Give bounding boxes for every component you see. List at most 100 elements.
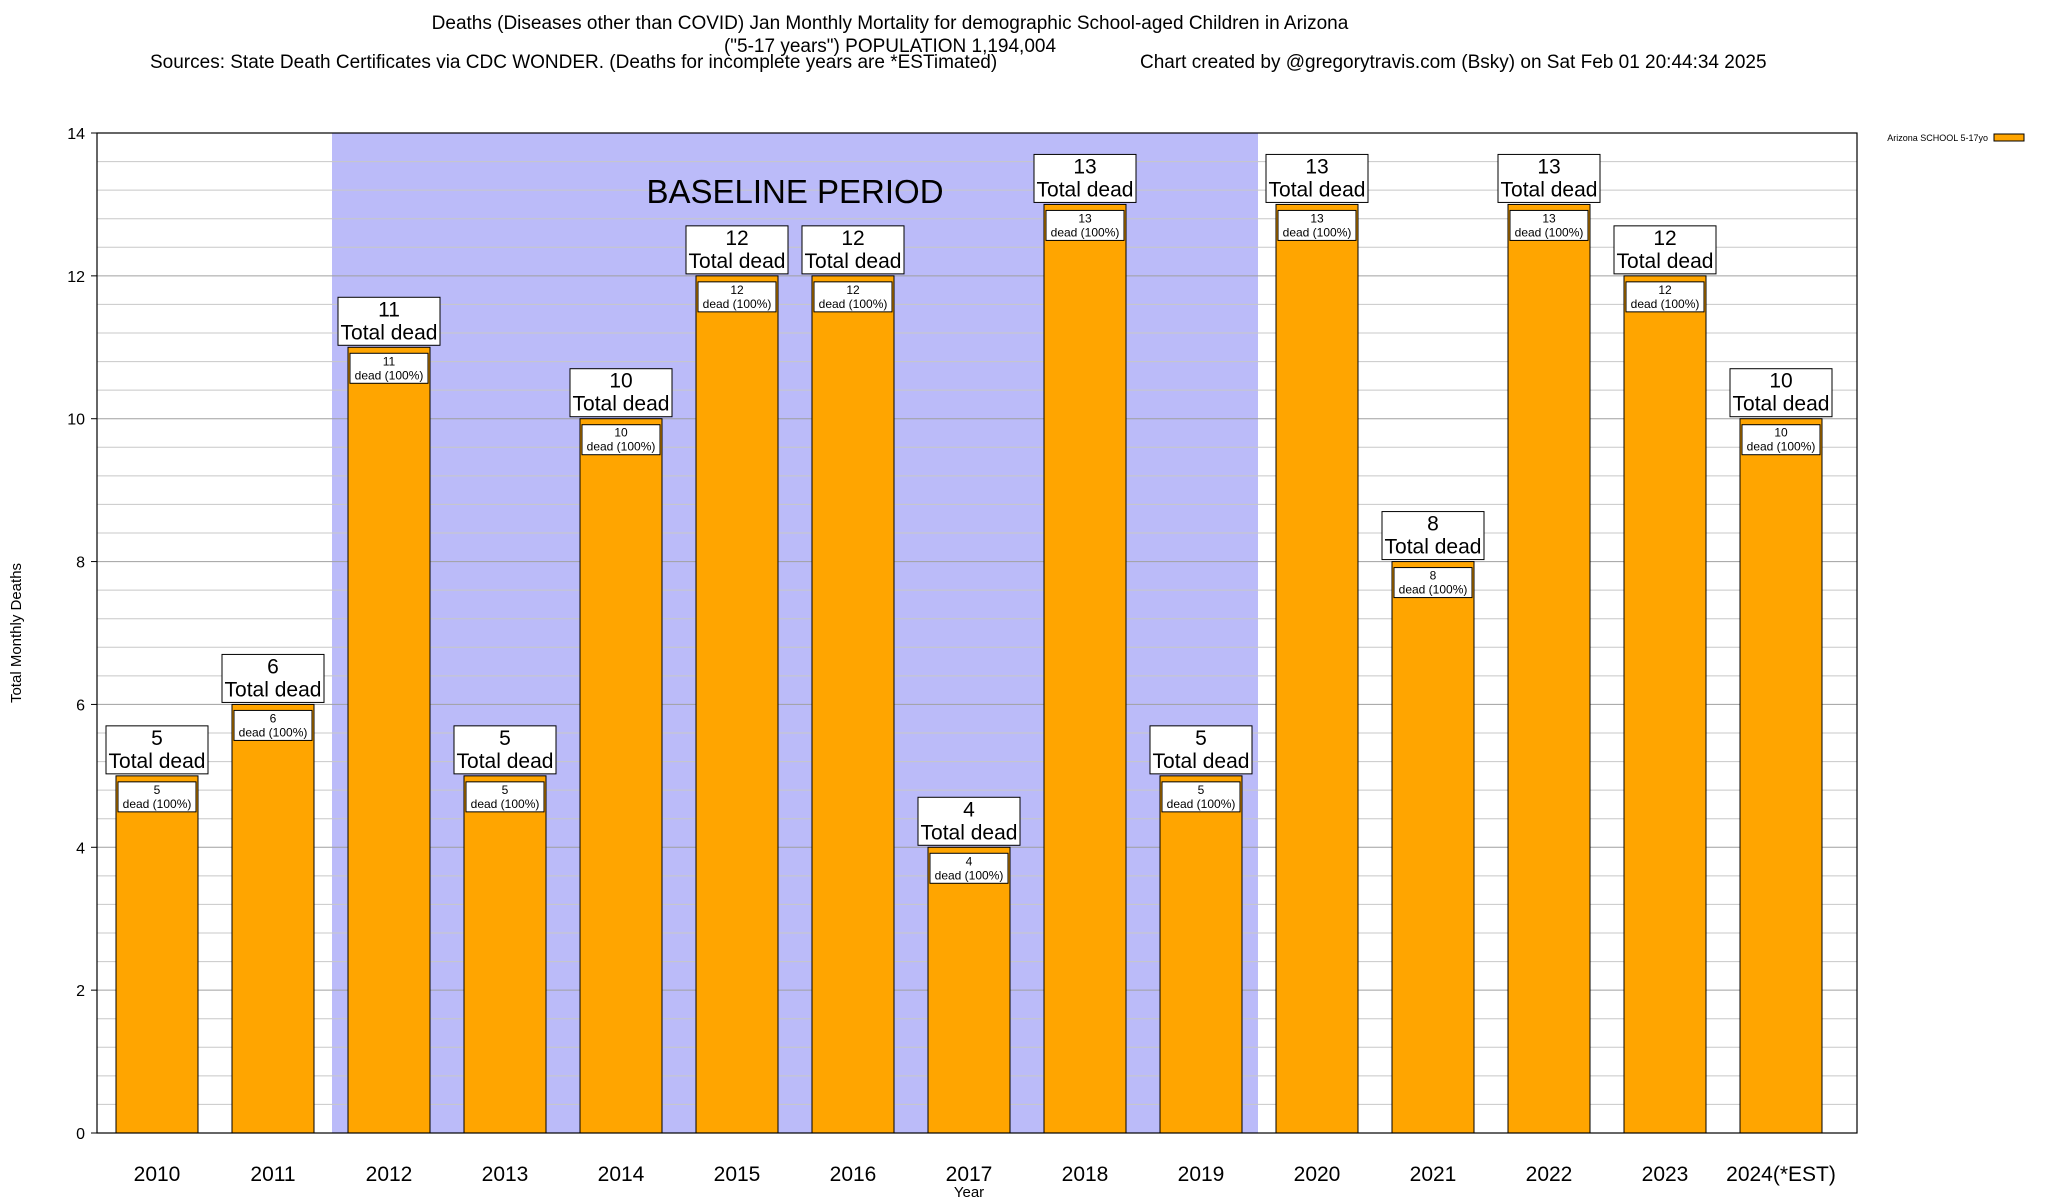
bar <box>1739 418 1823 1134</box>
bar <box>1623 275 1707 1134</box>
total-value-label: 10 <box>609 370 632 393</box>
inner-label-box <box>581 424 661 456</box>
total-label-box <box>221 653 325 703</box>
total-label-box <box>1497 153 1601 203</box>
inner-label-box <box>465 781 545 813</box>
inner-percent-label: dead (100%) <box>355 368 424 382</box>
legend-label: Arizona SCHOOL 5-17yo <box>1887 133 1988 143</box>
total-label-box <box>801 225 905 275</box>
inner-value-label: 8 <box>1430 569 1437 583</box>
inner-value-label: 12 <box>846 283 860 297</box>
total-value-label: 13 <box>1537 155 1560 178</box>
total-label-box <box>685 225 789 275</box>
total-value-label: 12 <box>725 227 748 250</box>
x-tick-label: 2014 <box>598 1163 645 1186</box>
inner-value-label: 13 <box>1078 211 1092 225</box>
plot-frame <box>96 132 1858 1134</box>
total-label-box <box>1381 511 1485 561</box>
bar <box>811 275 895 1134</box>
legend-swatch <box>1993 133 2025 142</box>
total-label-box <box>1149 725 1253 775</box>
x-tick-label: 2021 <box>1410 1163 1457 1186</box>
title-line-1: Deaths (Diseases other than COVID) Jan M… <box>431 13 1349 34</box>
inner-label-box <box>233 709 313 741</box>
bar <box>1275 203 1359 1134</box>
baseline-period-label: BASELINE PERIOD <box>646 173 943 210</box>
total-value-label: 11 <box>378 298 400 321</box>
total-dead-label: Total dead <box>1037 178 1134 201</box>
title-line-2: ("5-17 years") POPULATION 1,194,004 <box>723 36 1057 57</box>
total-value-label: 10 <box>1769 370 1792 393</box>
bar <box>231 703 315 1134</box>
total-dead-label: Total dead <box>1269 178 1366 201</box>
y-tick-label: 12 <box>67 269 85 286</box>
y-tick-label: 4 <box>76 840 85 857</box>
y-tick-label: 8 <box>76 555 85 572</box>
inner-percent-label: dead (100%) <box>239 725 308 739</box>
total-dead-label: Total dead <box>1733 393 1830 416</box>
inner-percent-label: dead (100%) <box>1167 797 1236 811</box>
total-value-label: 12 <box>1653 227 1676 250</box>
inner-value-label: 10 <box>614 426 628 440</box>
y-tick-label: 6 <box>76 697 85 714</box>
x-tick-label: 2018 <box>1062 1163 1109 1186</box>
inner-label-box <box>929 852 1009 884</box>
inner-label-box <box>813 281 893 313</box>
sources-text: Sources: State Death Certificates via CD… <box>150 52 998 73</box>
x-tick-label: 2015 <box>714 1163 761 1186</box>
x-tick-label: 2016 <box>830 1163 877 1186</box>
inner-value-label: 13 <box>1542 211 1556 225</box>
x-tick-label: 2010 <box>134 1163 181 1186</box>
x-tick-label: 2019 <box>1178 1163 1225 1186</box>
bar <box>1507 203 1591 1134</box>
total-label-box <box>453 725 557 775</box>
inner-percent-label: dead (100%) <box>1283 225 1352 239</box>
inner-percent-label: dead (100%) <box>1399 583 1468 597</box>
bar <box>695 275 779 1134</box>
inner-value-label: 5 <box>502 783 509 797</box>
total-value-label: 13 <box>1073 155 1096 178</box>
bar <box>1043 203 1127 1134</box>
inner-value-label: 13 <box>1310 211 1324 225</box>
y-tick-label: 14 <box>67 126 85 143</box>
inner-percent-label: dead (100%) <box>1747 440 1816 454</box>
total-dead-label: Total dead <box>689 250 786 273</box>
total-label-box <box>569 368 673 418</box>
total-label-box <box>1033 153 1137 203</box>
bar <box>579 418 663 1134</box>
inner-value-label: 11 <box>383 354 396 368</box>
x-tick-label: 2012 <box>366 1163 413 1186</box>
total-label-box <box>1613 225 1717 275</box>
inner-label-box <box>1161 781 1241 813</box>
x-axis-title: Year <box>954 1184 984 1200</box>
bar <box>1391 561 1475 1134</box>
inner-value-label: 5 <box>1198 783 1205 797</box>
total-dead-label: Total dead <box>805 250 902 273</box>
y-tick-label: 2 <box>76 983 85 1000</box>
x-tick-label: 2020 <box>1294 1163 1341 1186</box>
total-value-label: 8 <box>1427 513 1439 536</box>
inner-label-box <box>697 281 777 313</box>
total-dead-label: Total dead <box>921 821 1018 844</box>
inner-percent-label: dead (100%) <box>819 297 888 311</box>
total-value-label: 13 <box>1305 155 1328 178</box>
y-tick-label: 0 <box>76 1126 85 1143</box>
total-value-label: 5 <box>151 727 163 750</box>
inner-value-label: 12 <box>1658 283 1672 297</box>
total-value-label: 4 <box>963 798 975 821</box>
inner-value-label: 5 <box>154 783 161 797</box>
total-label-box <box>1265 153 1369 203</box>
x-tick-label: 2022 <box>1526 1163 1573 1186</box>
total-dead-label: Total dead <box>1501 178 1598 201</box>
inner-label-box <box>349 352 429 384</box>
inner-percent-label: dead (100%) <box>1631 297 1700 311</box>
